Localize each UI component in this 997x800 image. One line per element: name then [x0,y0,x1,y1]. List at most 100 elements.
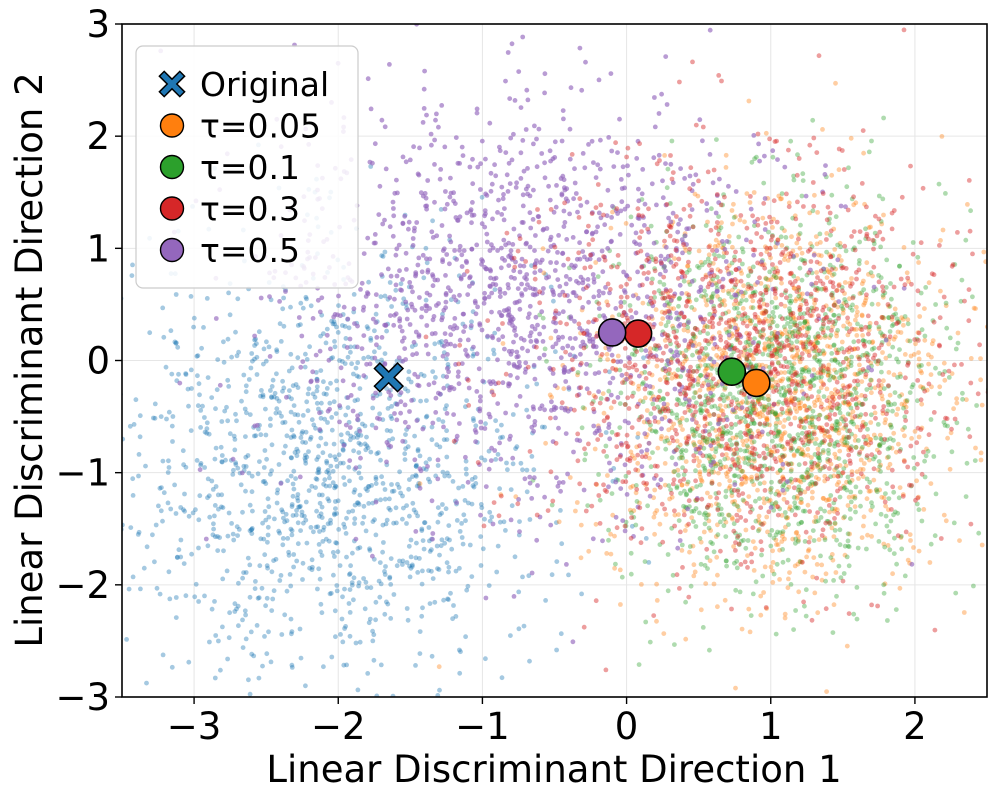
scatter-point [921,507,927,512]
scatter-point [258,295,264,301]
scatter-point [665,588,671,594]
scatter-point [279,507,285,513]
scatter-point [777,547,782,553]
scatter-point [282,419,288,425]
scatter-point [133,397,139,403]
scatter-point [329,415,335,420]
scatter-point [804,414,810,420]
scatter-point [751,190,757,195]
scatter-point [706,525,712,531]
scatter-point [274,396,280,401]
scatter-point [811,367,817,372]
scatter-point [960,390,965,396]
scatter-point [714,501,719,507]
scatter-point [779,513,785,518]
scatter-point [363,528,369,534]
scatter-point [806,337,811,343]
scatter-point [337,563,343,568]
scatter-point [702,465,708,471]
scatter-point [940,227,946,233]
scatter-point [400,558,406,564]
scatter-point [820,327,826,333]
scatter-point [919,401,925,407]
scatter-point [317,500,323,506]
scatter-point [286,368,292,374]
scatter-point [797,406,803,411]
scatter-point [803,408,809,413]
scatter-point [845,474,851,480]
scatter-point [807,535,813,540]
scatter-point [812,452,818,457]
scatter-point [648,390,654,396]
scatter-point [779,340,785,346]
scatter-point [718,225,724,231]
scatter-point [828,407,834,413]
scatter-point [693,524,699,529]
scatter-point [631,390,636,396]
scatter-point [319,504,325,510]
scatter-point [464,587,470,593]
scatter-point [811,297,817,303]
scatter-point [745,315,751,320]
scatter-point [612,565,617,571]
scatter-point [660,316,666,321]
scatter-point [443,273,448,278]
scatter-point [852,386,857,392]
scatter-point [797,332,803,337]
scatter-point [227,610,233,616]
scatter-point [834,439,840,445]
scatter-point [726,512,732,518]
scatter-point [854,585,860,590]
scatter-point [861,461,867,466]
scatter-point [347,437,353,443]
scatter-point [735,461,741,467]
scatter-point [236,623,241,629]
scatter-point [796,397,801,403]
scatter-point [259,585,265,591]
scatter-point [553,328,559,334]
scatter-point [213,484,219,489]
scatter-point [455,374,461,379]
scatter-point [876,443,882,448]
scatter-point [789,234,794,240]
scatter-point [889,296,894,302]
scatter-point [667,440,672,446]
scatter-point [250,508,255,514]
scatter-point [462,498,468,503]
scatter-point [813,519,819,524]
scatter-point [853,327,859,332]
scatter-point [941,419,947,425]
scatter-point [895,329,901,335]
scatter-point [560,309,566,315]
scatter-point [584,199,590,205]
scatter-point [764,336,770,342]
scatter-point [563,281,569,287]
scatter-point [540,339,546,344]
scatter-point [341,443,347,448]
scatter-point [794,296,799,302]
scatter-point [239,470,245,476]
scatter-point [284,433,290,439]
scatter-point [344,554,349,560]
scatter-point [484,239,490,245]
scatter-point [787,360,792,365]
scatter-point [716,330,722,336]
scatter-point [943,518,949,524]
scatter-point [657,279,663,285]
scatter-point [748,361,754,367]
scatter-point [423,460,429,466]
scatter-point [803,416,809,421]
scatter-point [666,483,672,489]
scatter-point [789,436,794,442]
scatter-point [173,340,179,346]
scatter-point [472,475,478,480]
scatter-point [828,493,834,498]
scatter-point [440,419,446,424]
scatter-point [470,200,475,205]
scatter-point [755,487,760,493]
scatter-point [767,465,773,471]
scatter-point [573,508,578,514]
scatter-point [194,353,200,359]
scatter-point [831,374,836,380]
scatter-point [702,468,708,473]
